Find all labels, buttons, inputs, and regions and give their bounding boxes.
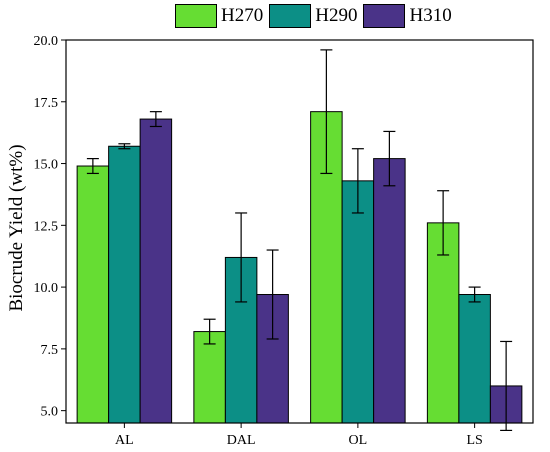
x-tick-label: LS — [466, 433, 482, 448]
legend-item-h290: H290 — [269, 4, 357, 28]
y-tick-label: 20.0 — [34, 34, 59, 49]
bar-h270-ls — [426, 222, 460, 424]
x-tick-label: OL — [349, 433, 368, 448]
bar-h310-al — [139, 118, 173, 424]
y-axis-label: Biocrude Yield (wt%) — [6, 144, 27, 311]
legend-item-h270: H270 — [175, 4, 263, 28]
y-tick-label: 7.5 — [41, 343, 59, 358]
legend-label-h270: H270 — [221, 5, 264, 26]
y-tick-label: 5.0 — [41, 405, 59, 420]
y-tick-label: 10.0 — [34, 281, 59, 296]
legend: H270 H290 H310 — [175, 4, 458, 28]
bar-h290-ol — [341, 180, 375, 424]
bar-h290-ls — [458, 294, 491, 424]
y-tick-label: 12.5 — [34, 219, 59, 234]
x-tick-label: DAL — [227, 433, 256, 448]
y-tick-label: 15.0 — [34, 158, 59, 173]
y-tick-label: 17.5 — [34, 96, 59, 111]
legend-label-h310: H310 — [409, 5, 452, 26]
legend-item-h310: H310 — [363, 4, 452, 28]
bar-h310-ol — [373, 158, 406, 424]
x-tick-label: AL — [115, 433, 134, 448]
bar-h290-al — [108, 145, 141, 424]
legend-label-h290: H290 — [315, 5, 358, 26]
legend-swatch-h290 — [269, 4, 312, 28]
legend-swatch-h270 — [175, 4, 217, 28]
bar-h270-al — [76, 165, 110, 424]
legend-swatch-h310 — [363, 4, 406, 28]
bar-h270-dal — [193, 331, 226, 424]
plot-frame — [65, 39, 534, 424]
